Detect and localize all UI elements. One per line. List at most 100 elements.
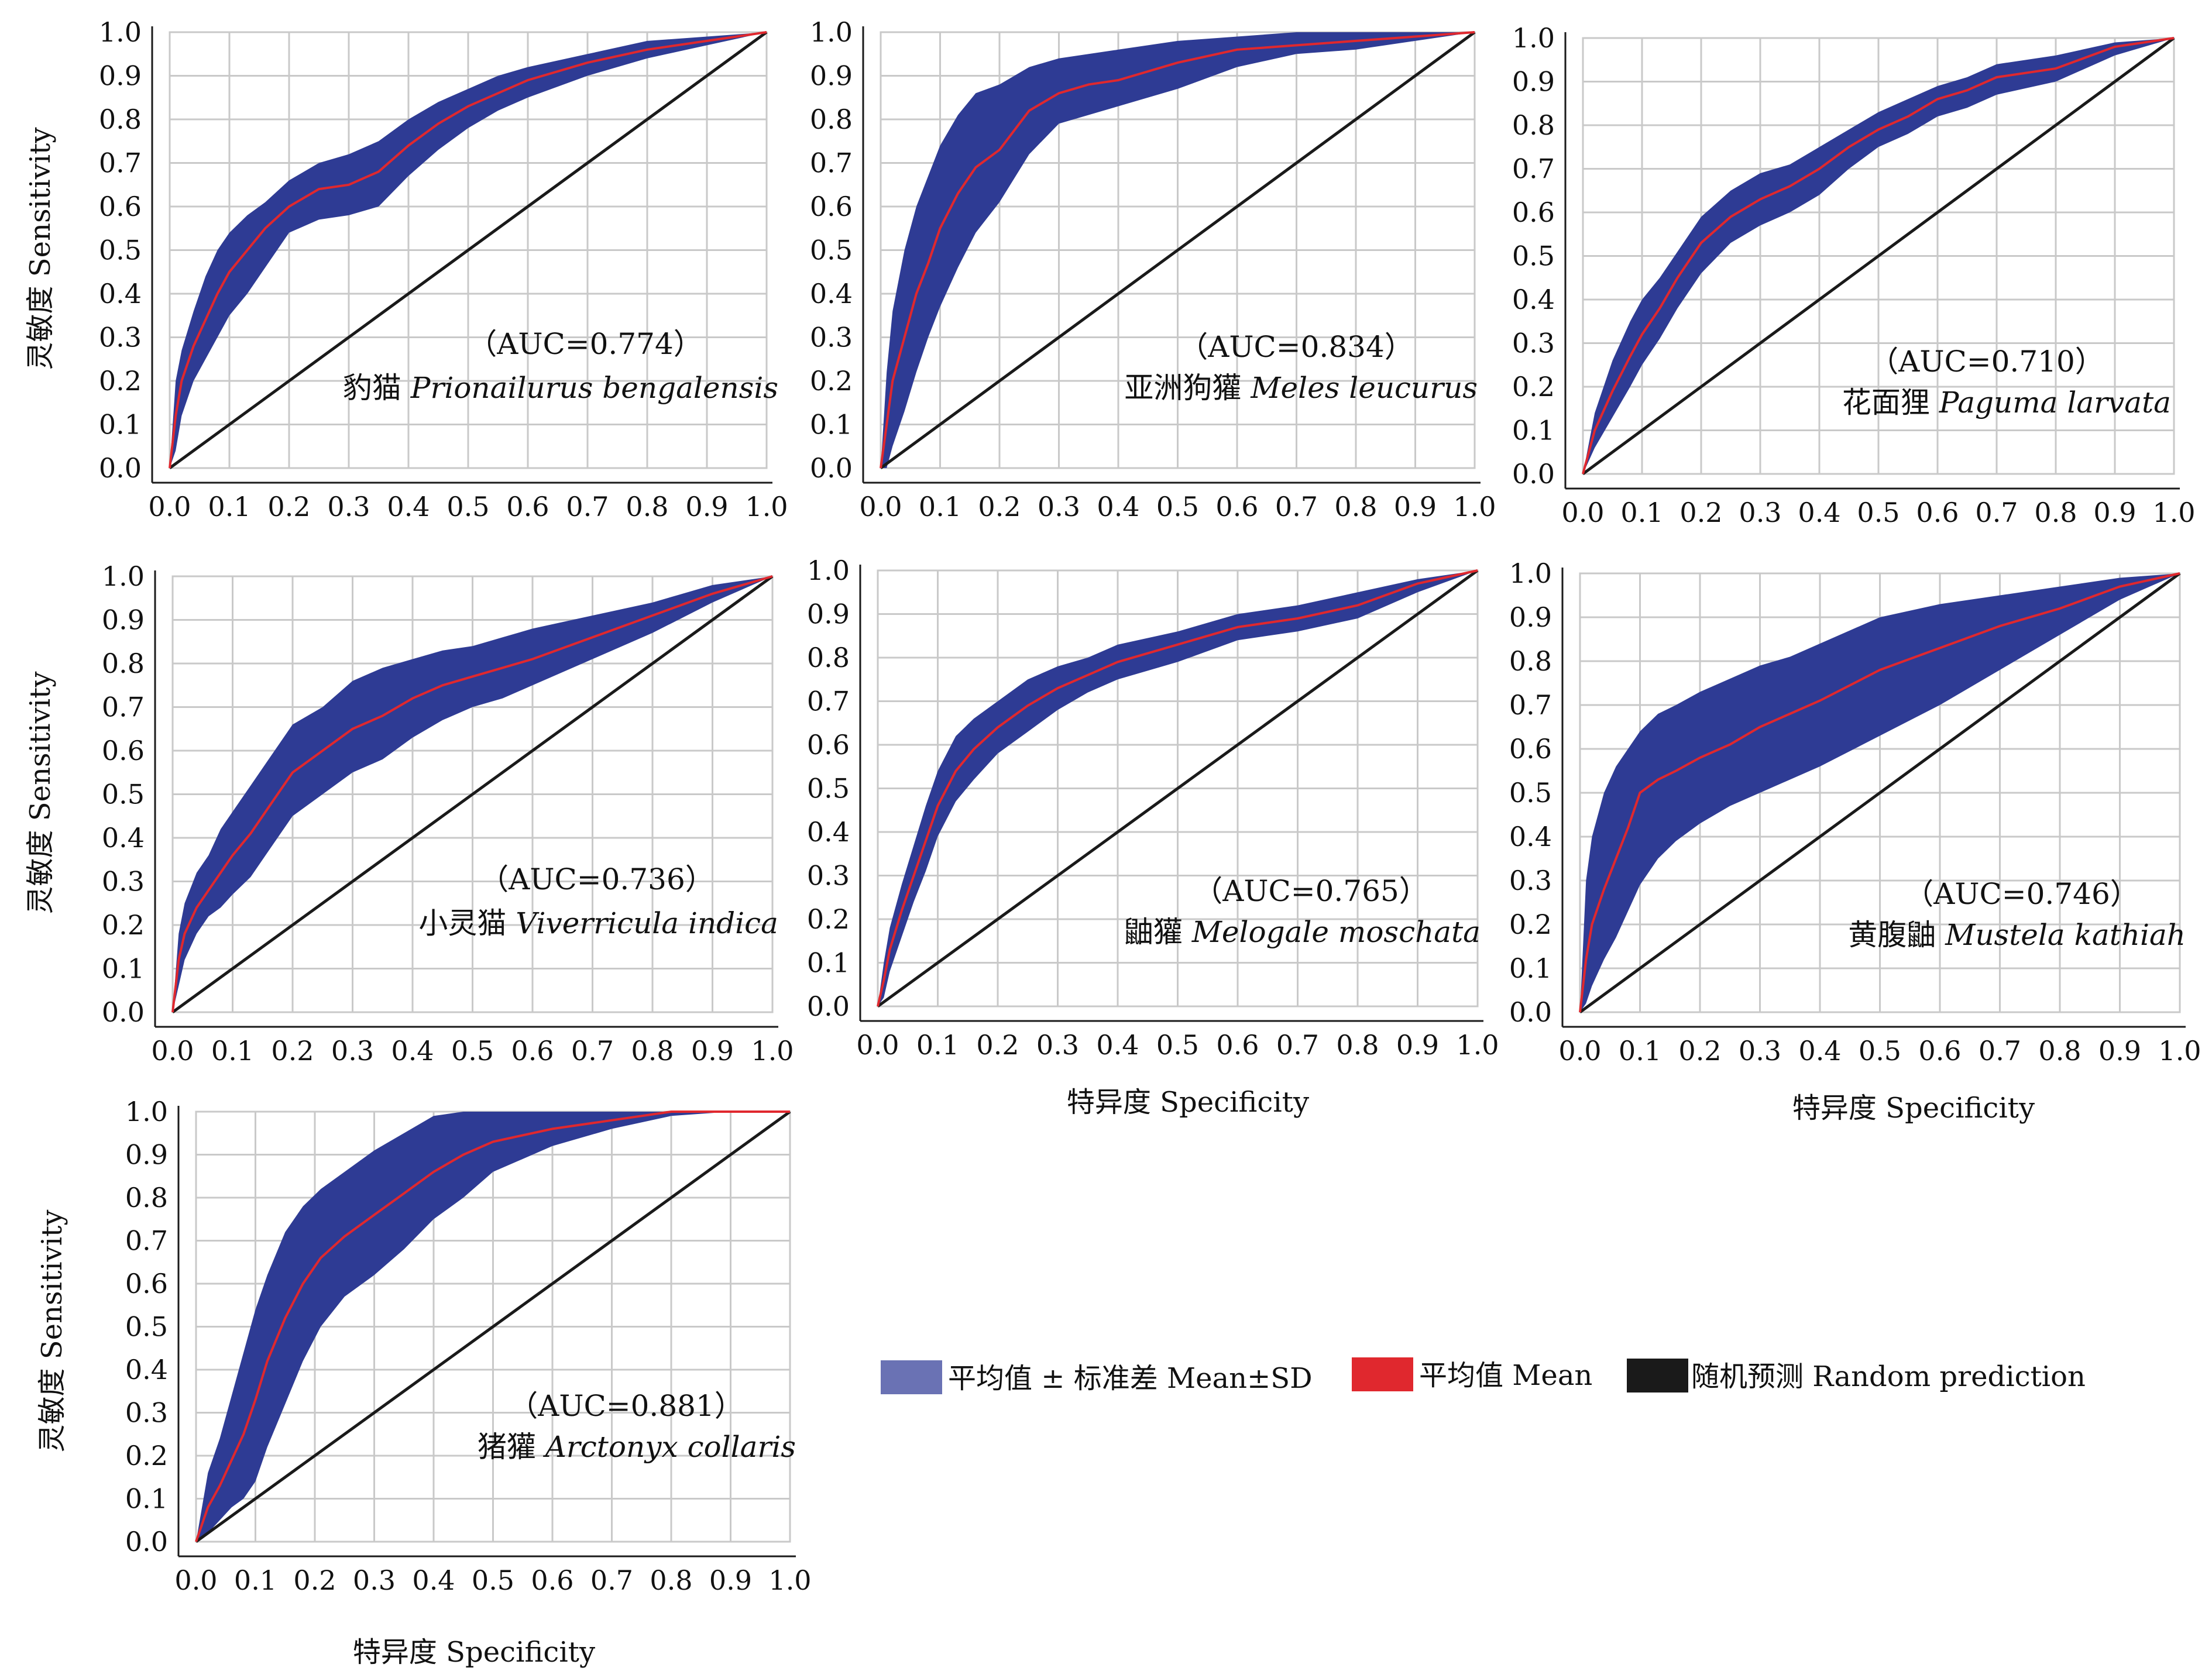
y-tick-label: 0.0: [1509, 996, 1552, 1028]
x-tick-label: 0.4: [391, 1035, 434, 1067]
x-tick-label: 0.4: [1798, 1035, 1841, 1067]
species-name-chinese: 亚洲狗獾: [1124, 371, 1251, 405]
x-tick-label: 0.5: [1859, 1035, 1901, 1067]
auc-label: （AUC=0.881）: [509, 1389, 744, 1423]
x-tick-label: 0.0: [859, 491, 902, 522]
y-tick-label: 0.7: [125, 1225, 168, 1257]
x-tick-label: 1.0: [1453, 491, 1496, 522]
auc-label: （AUC=0.765）: [1193, 874, 1428, 908]
y-tick-label: 0.9: [1512, 66, 1555, 98]
species-name-latin: Mustela kathiah: [1945, 918, 2186, 952]
random-prediction-line: [195, 1110, 791, 1543]
random-prediction-line: [1579, 572, 2181, 1014]
sd-band: [878, 570, 1478, 1006]
x-tick-label: 0.7: [1276, 1029, 1319, 1061]
x-tick-label: 0.3: [331, 1035, 374, 1067]
x-tick-label: 0.5: [446, 491, 489, 522]
plot-frame: [880, 31, 1476, 469]
y-tick-label: 0.2: [102, 909, 145, 941]
legend: 平均值 ± 标准差 Mean±SD 平均值 Mean 随机预测 Random p…: [881, 1357, 2086, 1395]
x-tick-label: 1.0: [751, 1035, 794, 1067]
x-tick-label: 0.2: [267, 491, 310, 522]
y-tick-label: 0.8: [1509, 645, 1552, 677]
y-tick-label: 1.0: [99, 16, 142, 48]
x-tick-label: 0.1: [916, 1029, 959, 1061]
sd-band: [881, 32, 1475, 468]
x-tick-label: 0.5: [1156, 491, 1199, 522]
species-name-latin: Prionailurus bengalensis: [410, 371, 778, 405]
x-tick-label: 0.7: [1275, 491, 1318, 522]
sd-band: [170, 32, 767, 468]
y-tick-label: 0.8: [810, 104, 853, 135]
x-tick-label: 0.6: [1918, 1035, 1961, 1067]
species-label: 亚洲狗獾 Meles leucurus: [1124, 371, 1478, 405]
x-tick-label: 0.8: [1334, 491, 1377, 522]
species-name-latin: Arctonyx collaris: [543, 1430, 796, 1464]
y-tick-label: 0.2: [1512, 371, 1555, 403]
random-prediction-line: [1582, 36, 2175, 476]
y-tick-label: 0.7: [102, 692, 145, 723]
y-axis-label: 灵敏度 Sensitivity: [24, 672, 57, 914]
x-tick-label: 0.8: [626, 491, 668, 522]
y-tick-label: 0.1: [102, 953, 145, 985]
y-tick-label: 0.4: [810, 278, 853, 310]
x-tick-label: 0.7: [1975, 497, 2018, 528]
x-tick-label: 0.4: [1798, 497, 1840, 528]
species-name-latin: Melogale moschata: [1191, 915, 1481, 949]
y-tick-label: 0.7: [810, 147, 853, 179]
y-tick-label: 0.2: [99, 365, 142, 397]
y-tick-label: 0.1: [1509, 953, 1552, 984]
y-tick-label: 0.5: [807, 773, 850, 804]
x-tick-label: 0.8: [2038, 1035, 2081, 1067]
y-tick-label: 0.5: [1509, 777, 1552, 809]
species-name-chinese: 小灵猫: [418, 906, 516, 940]
x-tick-label: 0.8: [650, 1565, 692, 1596]
x-tick-label: 0.2: [978, 491, 1021, 522]
roc-panel-7: 0.00.0 0.1 0.1 0.2 0.2 0.3 0.3 0.4 0.4 0.5 0.5 0.6 0…: [36, 1096, 812, 1596]
x-tick-label: 0.7: [1979, 1035, 2021, 1067]
y-tick-label: 0.2: [810, 365, 853, 397]
x-tick-label: 1.0: [2152, 497, 2195, 528]
x-tick-label: 0.6: [1916, 497, 1959, 528]
y-tick-label: 0.0: [99, 452, 142, 484]
y-tick-label: 0.3: [99, 322, 142, 353]
species-name-latin: Meles leucurus: [1250, 371, 1478, 405]
species-label: 豹猫 Prionailurus bengalensis: [343, 371, 778, 405]
x-tick-label: 0.2: [1678, 1035, 1721, 1067]
y-tick-label: 0.1: [1512, 415, 1555, 446]
x-tick-label: 0.6: [531, 1565, 573, 1596]
x-tick-label: 0.1: [208, 491, 250, 522]
y-tick-label: 0.2: [1509, 909, 1552, 940]
roc-panel-6: 0.00.0 0.1 0.1 0.2 0.2 0.3 0.3 0.4 0.4 0.5 0.5 0.6 0…: [1509, 558, 2201, 1067]
mean-roc-line: [880, 31, 1475, 469]
legend-label-band: 平均值 ± 标准差 Mean±SD: [948, 1362, 1313, 1395]
xlabel-bottom: 特异度 Specificity: [353, 1636, 595, 1669]
x-tick-label: 0.1: [211, 1035, 254, 1067]
y-tick-label: 0.5: [810, 235, 853, 266]
x-tick-label: 1.0: [745, 491, 788, 522]
legend-label-mean: 平均值 Mean: [1419, 1359, 1592, 1392]
species-label: 花面狸 Paguma larvata: [1842, 386, 2171, 420]
species-name-chinese: 黄腹鼬: [1848, 918, 1945, 952]
legend-swatch-band: [881, 1360, 942, 1394]
xlabel-middle: 特异度 Specificity: [1067, 1086, 1309, 1119]
y-tick-label: 0.5: [1512, 240, 1555, 272]
x-tick-label: 0.2: [976, 1029, 1019, 1061]
random-prediction-line: [171, 575, 774, 1014]
x-tick-label: 0.3: [1739, 497, 1781, 528]
mean-roc-line: [171, 575, 773, 1013]
y-tick-label: 0.3: [810, 322, 853, 353]
x-tick-label: 0.5: [472, 1565, 514, 1596]
y-tick-label: 1.0: [810, 16, 853, 48]
y-tick-label: 0.8: [125, 1182, 168, 1213]
y-tick-label: 0.4: [102, 822, 145, 854]
x-tick-label: 0.3: [1038, 491, 1080, 522]
random-prediction-line: [169, 30, 768, 470]
y-axis-label: 灵敏度 Sensitivity: [24, 128, 57, 370]
x-tick-label: 0.1: [1619, 1035, 1661, 1067]
species-label: 猪獾 Arctonyx collaris: [478, 1430, 796, 1464]
x-tick-label: 0.6: [1215, 491, 1258, 522]
x-tick-label: 0.4: [387, 491, 430, 522]
y-tick-label: 0.7: [1512, 153, 1555, 185]
y-tick-label: 0.1: [99, 409, 142, 441]
